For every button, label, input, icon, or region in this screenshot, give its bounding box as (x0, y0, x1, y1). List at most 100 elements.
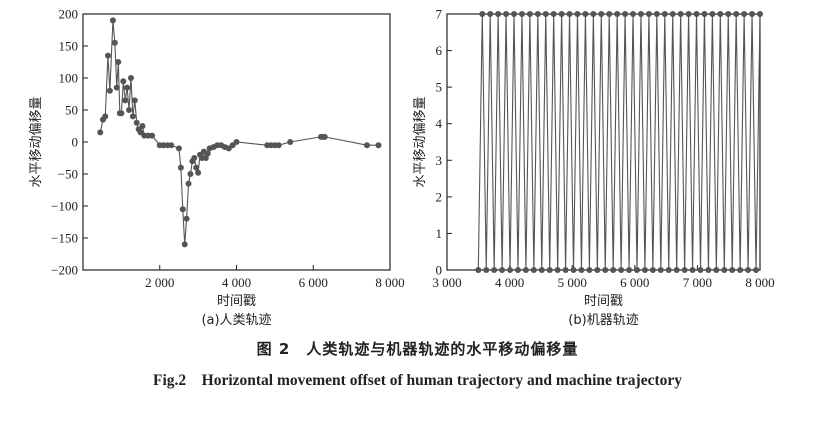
data-point (550, 11, 557, 17)
data-point (202, 155, 209, 161)
data-point (120, 78, 127, 85)
data-point (705, 267, 712, 273)
data-point (183, 215, 190, 222)
data-point (375, 142, 382, 149)
series-b (475, 11, 763, 273)
data-point (133, 119, 140, 126)
data-point (721, 267, 728, 273)
data-point (661, 11, 668, 17)
x-tick-label: 4 000 (495, 275, 524, 290)
data-point (669, 11, 676, 17)
data-point (645, 11, 652, 17)
x-tick-label: 6 000 (620, 275, 649, 290)
data-point (590, 11, 597, 17)
y-tick-label: −150 (51, 231, 78, 246)
data-point (175, 145, 182, 152)
data-point (168, 142, 175, 149)
data-point (610, 267, 617, 273)
data-point (606, 11, 613, 17)
data-point (749, 11, 756, 17)
data-point (574, 11, 581, 17)
data-point (118, 110, 125, 117)
data-point (753, 267, 760, 273)
data-point (363, 142, 370, 149)
data-point (578, 267, 585, 273)
ticks-a: 2 000 4 000 6 000 8 000 −200 −150 −100 −50 0 50 10… (51, 7, 404, 291)
data-point (179, 206, 186, 213)
figure-caption-zh: 图 2 人类轨迹与机器轨迹的水平移动偏移量 (256, 340, 579, 358)
data-point (526, 11, 533, 17)
data-point (681, 267, 688, 273)
data-point (522, 267, 529, 273)
y-axis-label-a: 水平移动偏移量 (29, 96, 44, 187)
x-tick-label: 3 000 (432, 275, 461, 290)
data-point (187, 171, 194, 177)
data-point (204, 150, 211, 157)
data-point (713, 267, 720, 273)
series-a (97, 17, 382, 248)
data-point (709, 11, 716, 17)
data-point (566, 11, 573, 17)
data-point (554, 267, 561, 273)
data-point (582, 11, 589, 17)
data-point (626, 267, 633, 273)
data-point (102, 113, 109, 120)
x-tick-label: 2 000 (145, 275, 174, 290)
data-point (195, 169, 202, 176)
x-tick-label: 4 000 (222, 275, 251, 290)
data-point (562, 267, 569, 273)
y-tick-label: 2 (436, 189, 443, 204)
data-point (530, 267, 537, 273)
data-point (193, 164, 200, 171)
data-point (693, 11, 700, 17)
data-point (139, 123, 146, 129)
data-point (233, 139, 240, 145)
data-point (725, 11, 732, 17)
data-point (177, 164, 184, 171)
data-point (126, 107, 133, 113)
data-point (191, 155, 198, 161)
data-point (558, 11, 565, 17)
data-point (321, 133, 328, 140)
data-point (641, 267, 648, 273)
data-point (499, 267, 506, 273)
data-point (129, 113, 136, 120)
data-point (534, 11, 541, 17)
data-point (665, 267, 672, 273)
data-point (598, 11, 605, 17)
data-point (594, 267, 601, 273)
data-point (602, 267, 609, 273)
y-tick-label: 7 (436, 7, 443, 22)
figure-caption-en: Fig.2 Horizontal movement offset of huma… (152, 372, 683, 389)
data-point (275, 142, 282, 149)
chart-human-trajectory: 2 000 4 000 6 000 8 000 −200 −150 −100 −50 0 50 10… (29, 7, 405, 329)
data-point (570, 267, 577, 273)
data-point (185, 180, 192, 187)
data-point (586, 267, 593, 273)
data-point (113, 84, 120, 91)
data-point (483, 267, 490, 273)
data-point (737, 267, 744, 273)
data-point (127, 75, 134, 81)
y-tick-label: 4 (436, 116, 443, 131)
data-point (673, 267, 680, 273)
data-point (546, 267, 553, 273)
data-point (287, 139, 294, 145)
data-point (649, 267, 656, 273)
data-point (630, 11, 637, 17)
chart-machine-trajectory: 3 000 4 000 5 000 6 000 7 000 8 000 0 1 2 3 4 5 6 7 水… (413, 7, 775, 329)
data-point (97, 129, 104, 136)
data-point (622, 11, 629, 17)
data-point (733, 11, 740, 17)
data-point (689, 267, 696, 273)
data-point (122, 97, 129, 104)
data-point (677, 11, 684, 17)
data-point (618, 267, 625, 273)
data-point (518, 11, 525, 17)
data-point (538, 267, 545, 273)
ticks-b: 3 000 4 000 5 000 6 000 7 000 8 000 0 1 2 3 4 5 6 7 (432, 7, 774, 291)
x-axis-label-a: 时间戳 (217, 294, 256, 309)
data-point (637, 11, 644, 17)
panel-label-b: (b)机器轨迹 (568, 313, 638, 328)
data-point (745, 267, 752, 273)
